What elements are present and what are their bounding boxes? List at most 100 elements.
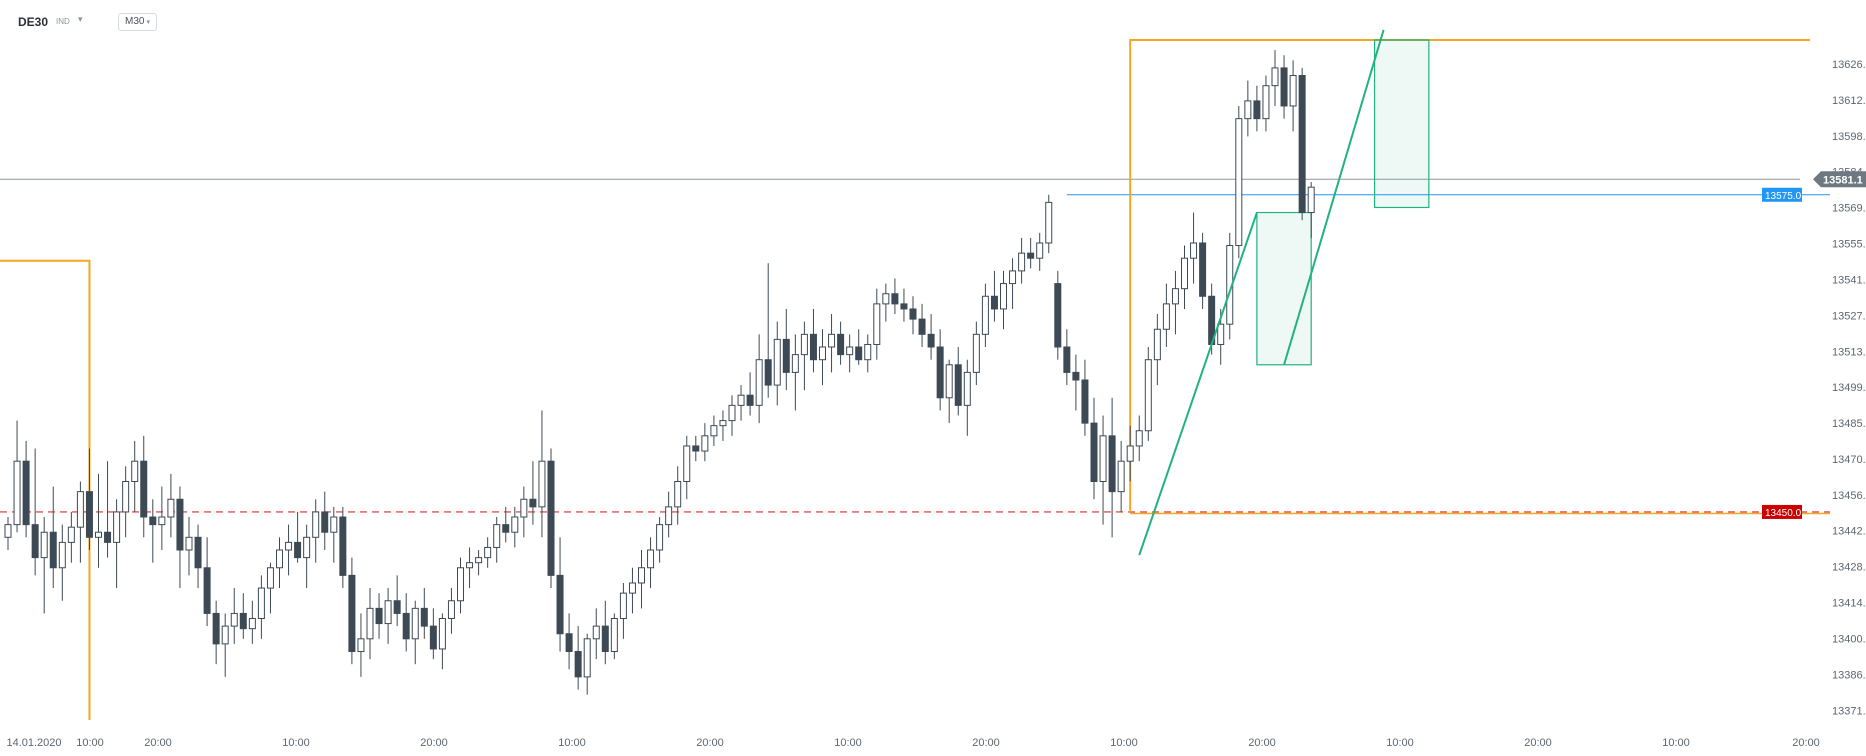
consolidation-box-2: [1373, 39, 1430, 209]
candle-body: [330, 516, 338, 533]
candle-body: [22, 460, 30, 526]
candle-body: [393, 600, 401, 614]
candle-body: [131, 460, 139, 482]
candle-body: [583, 638, 591, 678]
candle-body: [809, 333, 817, 361]
x-tick-label: 10:00: [76, 737, 104, 749]
candle-body: [1298, 75, 1306, 214]
candle-body: [891, 293, 899, 305]
resistance-price-tag-bg: [1762, 187, 1802, 202]
candle-body: [239, 612, 247, 630]
candle-body: [230, 612, 238, 627]
x-tick-label: 20:00: [420, 737, 448, 749]
candle-body: [1244, 100, 1252, 120]
timeframe-selector[interactable]: M30 ▾: [118, 13, 157, 31]
candle-body: [647, 549, 655, 569]
candle-body: [321, 511, 329, 533]
candle-body: [701, 435, 709, 452]
symbol-label[interactable]: DE30: [18, 15, 49, 29]
candle-body: [502, 524, 510, 533]
candle-body: [1099, 435, 1107, 482]
x-tick-label: 20:00: [1524, 737, 1552, 749]
y-tick-label: 13485.0: [1832, 418, 1866, 430]
candle-body: [782, 338, 790, 373]
y-tick-label: 13555.8: [1832, 238, 1866, 250]
candle-body: [1289, 75, 1297, 107]
candle-body: [927, 333, 935, 348]
candle-body: [294, 541, 302, 559]
x-tick-label: 10:00: [1110, 737, 1138, 749]
candle-body: [339, 516, 347, 576]
candle-body: [1235, 118, 1243, 247]
y-tick-label: 13400.1: [1832, 634, 1866, 646]
candle-body: [185, 536, 193, 551]
candle-body: [764, 359, 772, 386]
candle-body: [312, 511, 320, 538]
candle-body: [1054, 283, 1062, 348]
candle-body: [1072, 371, 1080, 381]
candle-body: [1090, 422, 1098, 482]
candle-body: [429, 625, 437, 650]
candle-body: [520, 498, 528, 518]
candle-body: [384, 600, 392, 625]
x-tick-label: 20:00: [972, 737, 1000, 749]
candle-body: [683, 445, 691, 482]
candle-body: [1253, 100, 1261, 120]
candle-body: [357, 638, 365, 652]
candle-body: [936, 346, 944, 399]
candle-body: [1171, 288, 1179, 305]
candle-body: [592, 625, 600, 640]
candle-body: [366, 607, 374, 640]
candle-body: [990, 295, 998, 310]
x-tick-label: 10:00: [834, 737, 862, 749]
candle-body: [855, 346, 863, 361]
candle-body: [918, 318, 926, 335]
candle-body: [140, 460, 148, 518]
candle-body: [710, 425, 718, 437]
candle-body: [475, 557, 483, 564]
candle-body: [194, 536, 202, 569]
candle-body: [58, 541, 66, 569]
candle-body: [1036, 242, 1044, 259]
y-tick-label: 13414.3: [1832, 598, 1866, 610]
candle-body: [248, 618, 256, 630]
x-tick-label: 20:00: [1248, 737, 1276, 749]
candle-body: [167, 498, 175, 518]
y-tick-label: 13513.3: [1832, 346, 1866, 358]
chart-header: DE30 IND ▾ M30 ▾: [0, 0, 1866, 36]
trendline-1: [1138, 212, 1258, 556]
candle-body: [565, 633, 573, 652]
current-price-tag: 13581.1: [1823, 174, 1863, 186]
candle-body: [266, 567, 274, 589]
candle-body: [674, 480, 682, 508]
candle-body: [1144, 359, 1152, 432]
candle-body: [873, 303, 881, 345]
candle-body: [176, 498, 184, 551]
candle-body: [737, 394, 745, 406]
candle-body: [963, 371, 971, 406]
candle-body: [212, 612, 220, 645]
chevron-down-icon[interactable]: ▾: [78, 14, 83, 24]
consolidation-box-1: [1256, 211, 1312, 366]
candle-body: [1135, 430, 1143, 447]
candle-body: [882, 293, 890, 305]
candle-body: [1108, 435, 1116, 493]
candle-body: [76, 491, 84, 528]
candle-body: [981, 295, 989, 335]
candle-body: [556, 574, 564, 635]
support-price-tag-bg: [1762, 504, 1802, 519]
timeframe-label: M30: [125, 16, 145, 27]
candle-body: [411, 607, 419, 640]
candle-body: [1018, 252, 1026, 272]
trendline-2: [1283, 29, 1385, 366]
support-price-tag: 13450.0: [1765, 508, 1802, 519]
candle-body: [375, 607, 383, 625]
candle-body: [122, 480, 130, 513]
candle-body: [828, 333, 836, 348]
candle-body: [493, 524, 501, 548]
candle-body: [819, 346, 826, 361]
candle-body: [348, 574, 356, 652]
candle-body: [638, 567, 645, 584]
candle-body: [619, 592, 627, 620]
